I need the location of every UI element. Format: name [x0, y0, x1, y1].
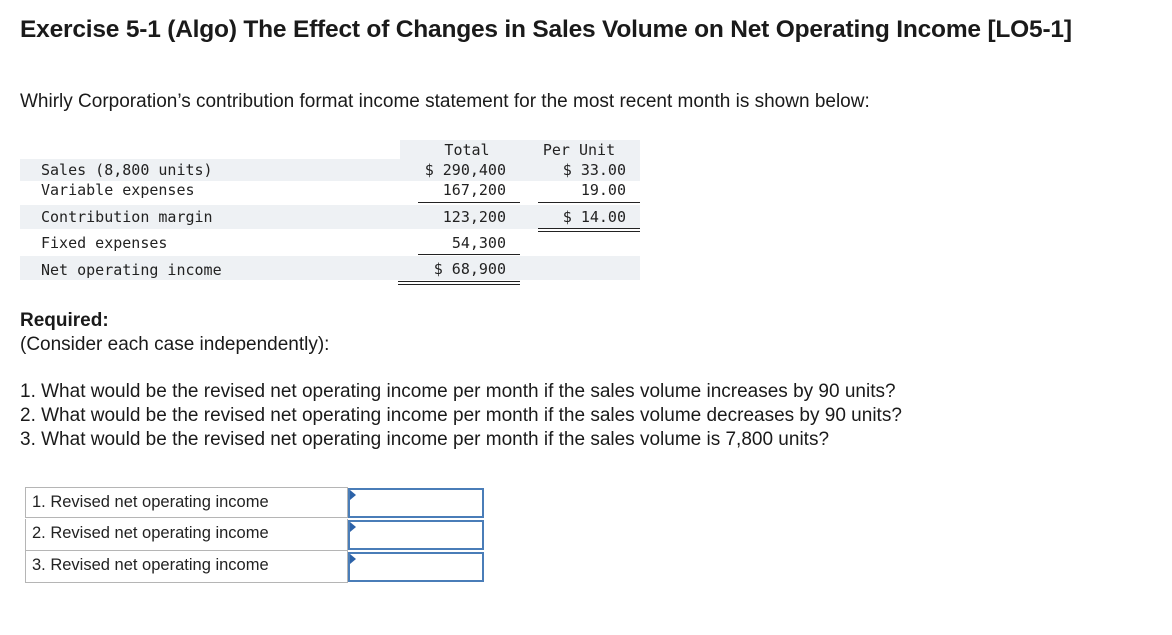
required-heading: Required: — [20, 310, 109, 331]
answer-label: 3. Revised net operating income — [25, 551, 348, 583]
question-item: 2. What would be the revised net operati… — [20, 405, 902, 426]
answer-input-2[interactable] — [348, 520, 484, 550]
row-label-net-operating-income: Net operating income — [41, 261, 222, 279]
intro-text: Whirly Corporation’s contribution format… — [20, 91, 870, 112]
row-label-sales: Sales (8,800 units) — [41, 161, 213, 179]
answer-label: 1. Revised net operating income — [25, 487, 348, 518]
required-note: (Consider each case independently): — [20, 334, 330, 355]
required-marker-icon — [350, 554, 356, 564]
column-header-total: Total — [444, 141, 490, 159]
income-statement: Total Per Unit Sales (8,800 units) $ 290… — [20, 138, 640, 290]
double-underline — [538, 231, 640, 232]
variable-expenses-total: 167,200 — [442, 181, 506, 199]
net-operating-income-total: $ 68,900 — [433, 260, 506, 278]
contribution-margin-total: 123,200 — [442, 208, 506, 226]
page-title: Exercise 5-1 (Algo) The Effect of Change… — [20, 16, 1072, 43]
fixed-expenses-total: 54,300 — [451, 234, 506, 252]
answer-label: 2. Revised net operating income — [25, 519, 348, 551]
question-item: 1. What would be the revised net operati… — [20, 381, 896, 402]
answer-input-1[interactable] — [348, 488, 484, 518]
column-header-per-unit: Per Unit — [542, 141, 616, 159]
question-item: 3. What would be the revised net operati… — [20, 429, 830, 450]
row-band — [20, 256, 640, 280]
underline — [418, 202, 520, 203]
contribution-margin-per-unit: $ 14.00 — [562, 208, 626, 226]
underline — [418, 254, 520, 255]
double-underline — [398, 284, 520, 285]
required-marker-icon — [350, 522, 356, 532]
answer-input-3[interactable] — [348, 552, 484, 582]
header-band — [400, 140, 640, 160]
row-label-variable-expenses: Variable expenses — [41, 181, 195, 199]
sales-per-unit: $ 33.00 — [562, 161, 626, 179]
sales-total: $ 290,400 — [424, 161, 506, 179]
double-underline — [538, 228, 640, 229]
variable-expenses-per-unit: 19.00 — [580, 181, 626, 199]
row-band — [20, 159, 640, 181]
row-band — [20, 205, 640, 229]
double-underline — [398, 281, 520, 282]
row-label-fixed-expenses: Fixed expenses — [41, 234, 168, 252]
row-label-contribution-margin: Contribution margin — [41, 208, 213, 226]
question-list: 1. What would be the revised net operati… — [20, 380, 902, 452]
required-marker-icon — [350, 490, 356, 500]
underline — [538, 202, 640, 203]
